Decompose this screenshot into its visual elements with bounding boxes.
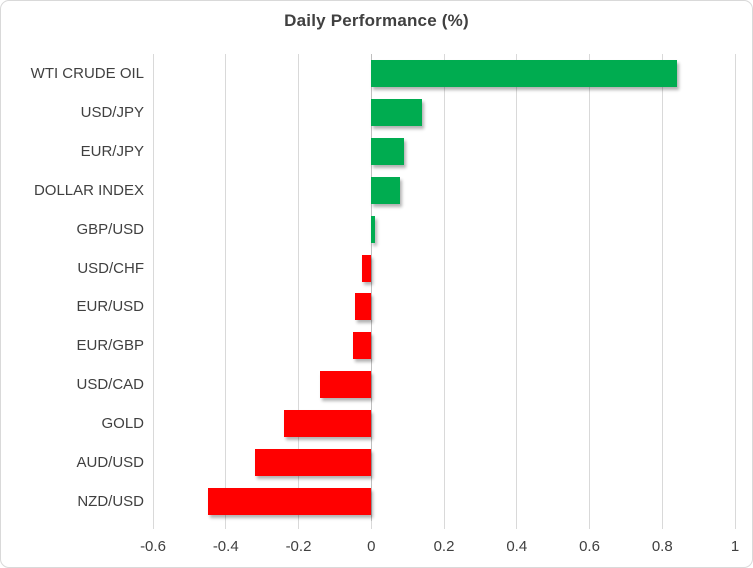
bar-gold <box>283 410 372 438</box>
category-label-gold: GOLD <box>101 415 144 433</box>
gridline <box>298 54 299 521</box>
gridline <box>734 54 736 521</box>
tick-mark <box>152 521 154 529</box>
category-label-dollar-index: DOLLAR INDEX <box>33 181 144 199</box>
bar-usd-jpy <box>371 98 423 126</box>
bar-usd-cad <box>320 371 372 399</box>
category-label-eur-jpy: EUR/JPY <box>80 142 144 160</box>
gridline <box>225 54 227 521</box>
tick-mark <box>370 521 372 529</box>
gridline <box>516 54 518 521</box>
tick-label: -0.6 <box>140 538 166 555</box>
bar-gbp-usd <box>371 215 375 243</box>
category-label-usd-cad: USD/CAD <box>76 376 144 394</box>
tick-mark <box>516 521 518 529</box>
category-label-wti-crude-oil: WTI CRUDE OIL <box>30 64 144 82</box>
value-axis: -0.6 -0.4 -0.2 0 0.2 0.4 0.6 0.8 1 <box>1 521 752 567</box>
tick-mark <box>443 521 445 529</box>
bar-usd-chf <box>362 254 372 282</box>
chart-title: Daily Performance (%) <box>284 11 469 30</box>
tick-label: 1 <box>730 538 740 555</box>
gridline <box>589 54 590 521</box>
zero-axis-line <box>370 54 372 521</box>
bar-aud-usd <box>254 449 372 477</box>
gridline <box>443 54 445 521</box>
tick-label: 0.4 <box>506 538 528 555</box>
tick-mark <box>661 521 663 529</box>
tick-mark <box>298 521 299 529</box>
bar-eur-usd <box>354 293 372 321</box>
gridline <box>661 54 663 521</box>
category-label-aud-usd: AUD/USD <box>76 454 144 472</box>
tick-mark <box>734 521 736 529</box>
tick-label: 0 <box>367 538 376 555</box>
tick-label: 0.6 <box>579 538 600 555</box>
tick-label: 0.8 <box>651 538 673 555</box>
category-label-gbp-usd: GBP/USD <box>76 220 144 238</box>
tick-label: 0.2 <box>433 538 455 555</box>
bar-dollar-index <box>371 176 401 204</box>
tick-mark <box>225 521 227 529</box>
category-label-eur-gbp: EUR/GBP <box>76 337 144 355</box>
tick-mark <box>589 521 590 529</box>
tick-label: -0.4 <box>212 538 239 555</box>
bar-eur-jpy <box>371 137 404 165</box>
category-axis-labels: WTI CRUDE OIL USD/JPY EUR/JPY DOLLAR INDEX G… <box>1 54 144 521</box>
bar-nzd-usd <box>207 488 372 516</box>
plot-area <box>152 54 736 521</box>
tick-label: -0.2 <box>285 538 312 555</box>
gridline <box>152 54 154 521</box>
category-label-usd-chf: USD/CHF <box>77 259 144 277</box>
bar-wti-crude-oil <box>371 59 677 87</box>
category-label-usd-jpy: USD/JPY <box>80 103 144 121</box>
category-label-nzd-usd: NZD/USD <box>77 493 144 511</box>
bar-eur-gbp <box>353 332 372 360</box>
category-label-eur-usd: EUR/USD <box>76 298 144 316</box>
